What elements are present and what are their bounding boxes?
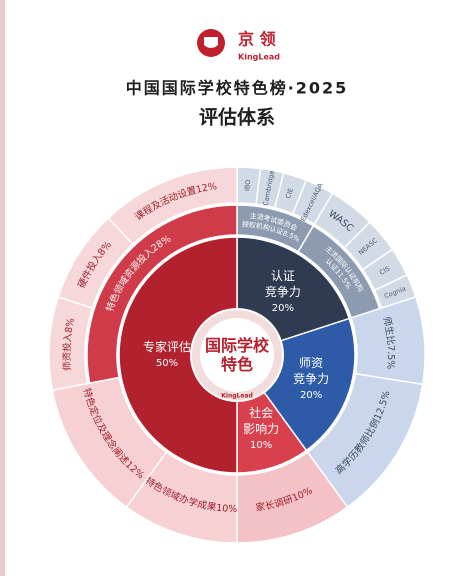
label-line: 社会 [249,405,273,420]
segment [86,204,238,384]
chart-subtitle: 评估体系 [199,106,275,129]
value-label: 12% [195,181,218,196]
value-label: 10% [216,502,238,514]
segment-label: 认证竞争力 20% [265,268,301,314]
label-line: 影响力 [243,421,279,436]
label-line: 竞争力 [265,284,301,298]
logo: 京 领 KingLead [197,29,280,62]
center-mark: KingLead [221,393,253,400]
center-label: 国际学校特色 [205,336,270,374]
label-line: 认证 [271,268,295,282]
label-line: CIE [284,187,295,200]
segment [51,376,168,509]
segment-label: IBO [243,179,252,191]
logo-shield [204,37,218,48]
value-label: 8% [63,317,76,334]
segment-label: 师生比 7.5% [381,315,397,369]
center-disc [200,318,274,392]
center-line: 特色 [221,355,253,374]
brand-name: 京 领 [238,30,276,49]
value-label: 20% [300,390,322,401]
label-line: 专家评估 [143,339,191,354]
value-label: 20% [272,303,294,314]
label-line: 师资投入 [60,332,73,371]
segment-label: 社会影响力 10% [243,405,279,452]
chart-title: 中国国际学校特色榜·2025 [126,79,349,98]
label-line: 竞争力 [293,372,329,386]
value-label: 50% [156,358,178,369]
label-line: 师生比 [381,315,397,345]
left-edge [0,0,5,576]
segment-label: 专家评估 50% [143,339,191,370]
segment-label: 师资竞争力 20% [293,356,329,402]
value-label: 7.5% [385,345,397,370]
value-label: 10% [250,440,272,451]
segment [107,166,238,246]
segment [118,236,238,474]
center-line: 国际学校 [205,336,270,355]
brand-latin: KingLead [238,53,280,62]
label-path-text: 师生比 7.5% [381,315,397,369]
label-line: 师资 [299,356,323,370]
label-line: IBO [243,179,252,191]
segment-label: CIE [284,187,295,200]
